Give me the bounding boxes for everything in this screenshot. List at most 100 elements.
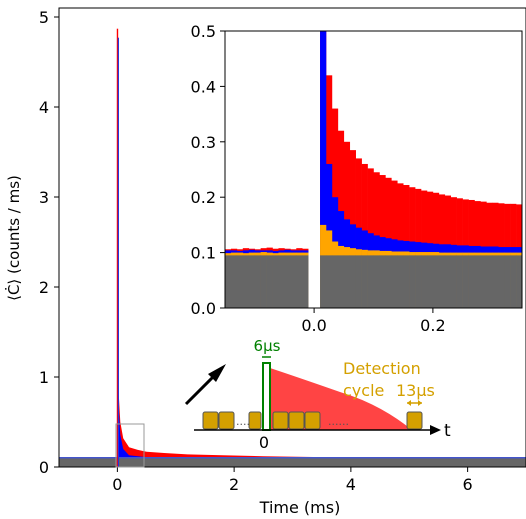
time-axis-arrowhead [430, 425, 441, 435]
inset-y-tick-label: 0.3 [191, 133, 216, 152]
inset-bar [492, 255, 499, 308]
inset-bar [421, 255, 428, 308]
detection-label-line1: Detection [343, 359, 421, 378]
inset-y-tick-label: 0.5 [191, 22, 216, 41]
inset-bar [379, 255, 386, 308]
inset-y-tick-label: 0.2 [191, 188, 216, 207]
inset-bar [242, 255, 250, 308]
y-tick-label: 2 [39, 278, 49, 297]
inset-bar [510, 255, 517, 308]
detection-box [218, 411, 235, 430]
inset-bar [361, 255, 368, 308]
main-y-ticks: 0 1 2 3 4 5 [39, 8, 59, 477]
inset-bar [462, 255, 469, 308]
inset-bar [296, 255, 303, 308]
inset-bar [415, 255, 422, 308]
detection-box [248, 411, 262, 430]
inset-x-ticks: 0.0 0.2 [301, 308, 446, 335]
spike-red [116, 28, 119, 467]
inset-bar [468, 255, 475, 308]
inset-bar [456, 255, 463, 308]
detection-box [272, 411, 289, 430]
inset-y-tick-label: 0.0 [191, 299, 216, 318]
inset-bar [248, 255, 255, 308]
spike-blue [117, 37, 119, 467]
inset-x-tick-label: 0.2 [420, 316, 445, 335]
inset-bar [450, 255, 457, 308]
inset-bar [278, 255, 285, 308]
inset-bar [254, 255, 261, 308]
inset-bar [225, 255, 232, 308]
pulse-width-label: 6μs [254, 337, 281, 355]
inset-bar [272, 255, 279, 308]
detection-label-line2: cycle [343, 381, 384, 400]
inset-y-ticks: 0.0 0.1 0.2 0.3 0.4 0.5 [191, 22, 225, 318]
inset-bar [486, 255, 493, 308]
inset-bar [230, 255, 238, 308]
y-tick-label: 0 [39, 458, 49, 477]
inset-bar [266, 255, 273, 308]
y-tick-label: 3 [39, 188, 49, 207]
inset-bar [403, 255, 410, 308]
inset-bar [331, 255, 339, 308]
inset-bar [343, 255, 351, 308]
main-x-axis-label: Time (ms) [259, 498, 341, 517]
cycle-width-label: 13μs [396, 381, 435, 400]
inset-bar [367, 255, 374, 308]
ellipsis: .... [236, 415, 250, 428]
inset-bar [302, 255, 309, 308]
inset-bar [236, 255, 244, 308]
x-tick-label: 0 [112, 475, 122, 494]
detection-box [304, 411, 321, 430]
time-axis-t: t [444, 421, 451, 441]
y-tick-label: 1 [39, 368, 49, 387]
inset-bar [516, 255, 523, 308]
inset-bar [325, 255, 333, 308]
inset-x-tick-label: 0.0 [301, 316, 326, 335]
background-level-fill [59, 458, 526, 467]
detection-box [288, 411, 305, 430]
inset-bar [504, 255, 511, 308]
x-tick-label: 4 [346, 475, 356, 494]
ellipsis: ...... [328, 415, 349, 428]
inset-bar [385, 255, 392, 308]
inset-bar [290, 255, 297, 308]
inset-bar [438, 255, 446, 308]
detection-box [406, 411, 423, 430]
zoom-region-box [115, 423, 145, 468]
inset-y-tick-label: 0.1 [191, 244, 216, 263]
x-tick-label: 2 [229, 475, 239, 494]
inset-bar [498, 255, 505, 308]
inset-bar [444, 255, 452, 308]
inset-bar [260, 255, 267, 308]
baseline-stripe [59, 457, 526, 459]
inset-bar [373, 255, 380, 308]
inset-bar [480, 255, 487, 308]
main-axes-frame [58, 7, 526, 468]
inset-bar [284, 255, 291, 308]
inset-bar [397, 255, 404, 308]
inset-y-tick-label: 0.4 [191, 77, 216, 96]
main-chart: 0 1 2 3 4 5 0 2 4 6 Time (ms) ⟨Ċ⟩ (counts / ms) [4, 7, 526, 517]
cycle-bracket-arrow-left [407, 400, 411, 406]
inset-chart: 0.0 0.1 0.2 0.3 0.4 0.5 0.0 0.2 [191, 22, 523, 335]
inset-bar [355, 255, 362, 308]
time-axis-zero: 0 [259, 433, 269, 452]
inset-bar [391, 255, 398, 308]
inset-marks [225, 31, 523, 308]
main-marks [59, 28, 526, 467]
inset-bar [320, 31, 327, 308]
inset-bar [426, 255, 434, 308]
y-tick-label: 4 [39, 98, 49, 117]
cycle-bracket-arrow-right [418, 400, 422, 406]
timing-diagram: .... ...... 6μs 0 t Detection cycle 13μs [194, 337, 451, 452]
main-y-axis-label: ⟨Ċ⟩ (counts / ms) [4, 175, 23, 301]
detection-box [202, 411, 219, 430]
inset-bar [349, 255, 356, 308]
x-tick-label: 6 [463, 475, 473, 494]
inset-bar [409, 255, 416, 308]
zoom-arrow [184, 364, 226, 406]
y-tick-label: 5 [39, 8, 49, 27]
inset-bar [474, 255, 481, 308]
